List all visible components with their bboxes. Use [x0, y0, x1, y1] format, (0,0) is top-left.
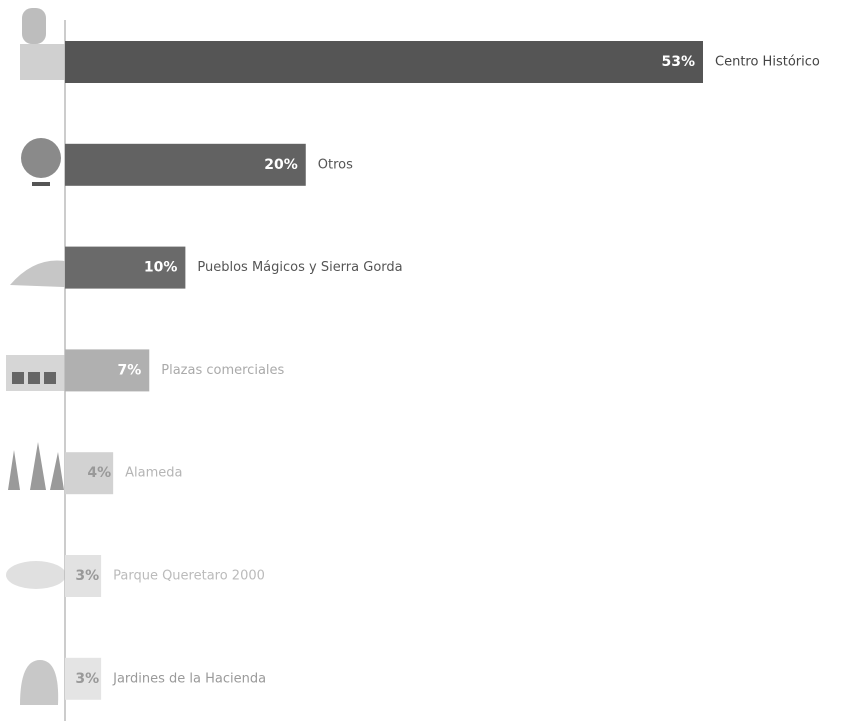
icon-pin-base — [32, 182, 50, 186]
value-label: 3% — [75, 568, 99, 584]
bar — [65, 41, 703, 83]
bar — [65, 246, 186, 289]
bar — [65, 143, 306, 186]
bar — [65, 657, 102, 700]
value-label: 7% — [117, 362, 141, 378]
value-label: 53% — [661, 54, 695, 70]
value-label: 20% — [264, 157, 298, 173]
icon-window — [28, 372, 40, 384]
category-label: Otros — [318, 157, 353, 172]
bar — [65, 452, 114, 495]
value-label: 4% — [87, 465, 111, 481]
value-label: 10% — [144, 260, 178, 276]
category-label: Centro Histórico — [715, 55, 820, 70]
category-label: Pueblos Mágicos y Sierra Gorda — [197, 260, 402, 275]
bar — [65, 349, 150, 392]
icon-pin — [21, 138, 61, 178]
icon-garden — [20, 660, 59, 705]
value-label: 3% — [75, 671, 99, 687]
category-label: Alameda — [125, 466, 182, 481]
icon-window — [12, 372, 24, 384]
category-label: Parque Queretaro 2000 — [113, 569, 265, 584]
icon-tower — [22, 8, 46, 44]
category-label: Jardines de la Hacienda — [112, 671, 266, 686]
icon-park — [6, 561, 66, 589]
bar — [65, 555, 102, 597]
category-label: Plazas comerciales — [161, 363, 284, 378]
icon-window — [44, 372, 56, 384]
icon-trees — [8, 442, 64, 490]
